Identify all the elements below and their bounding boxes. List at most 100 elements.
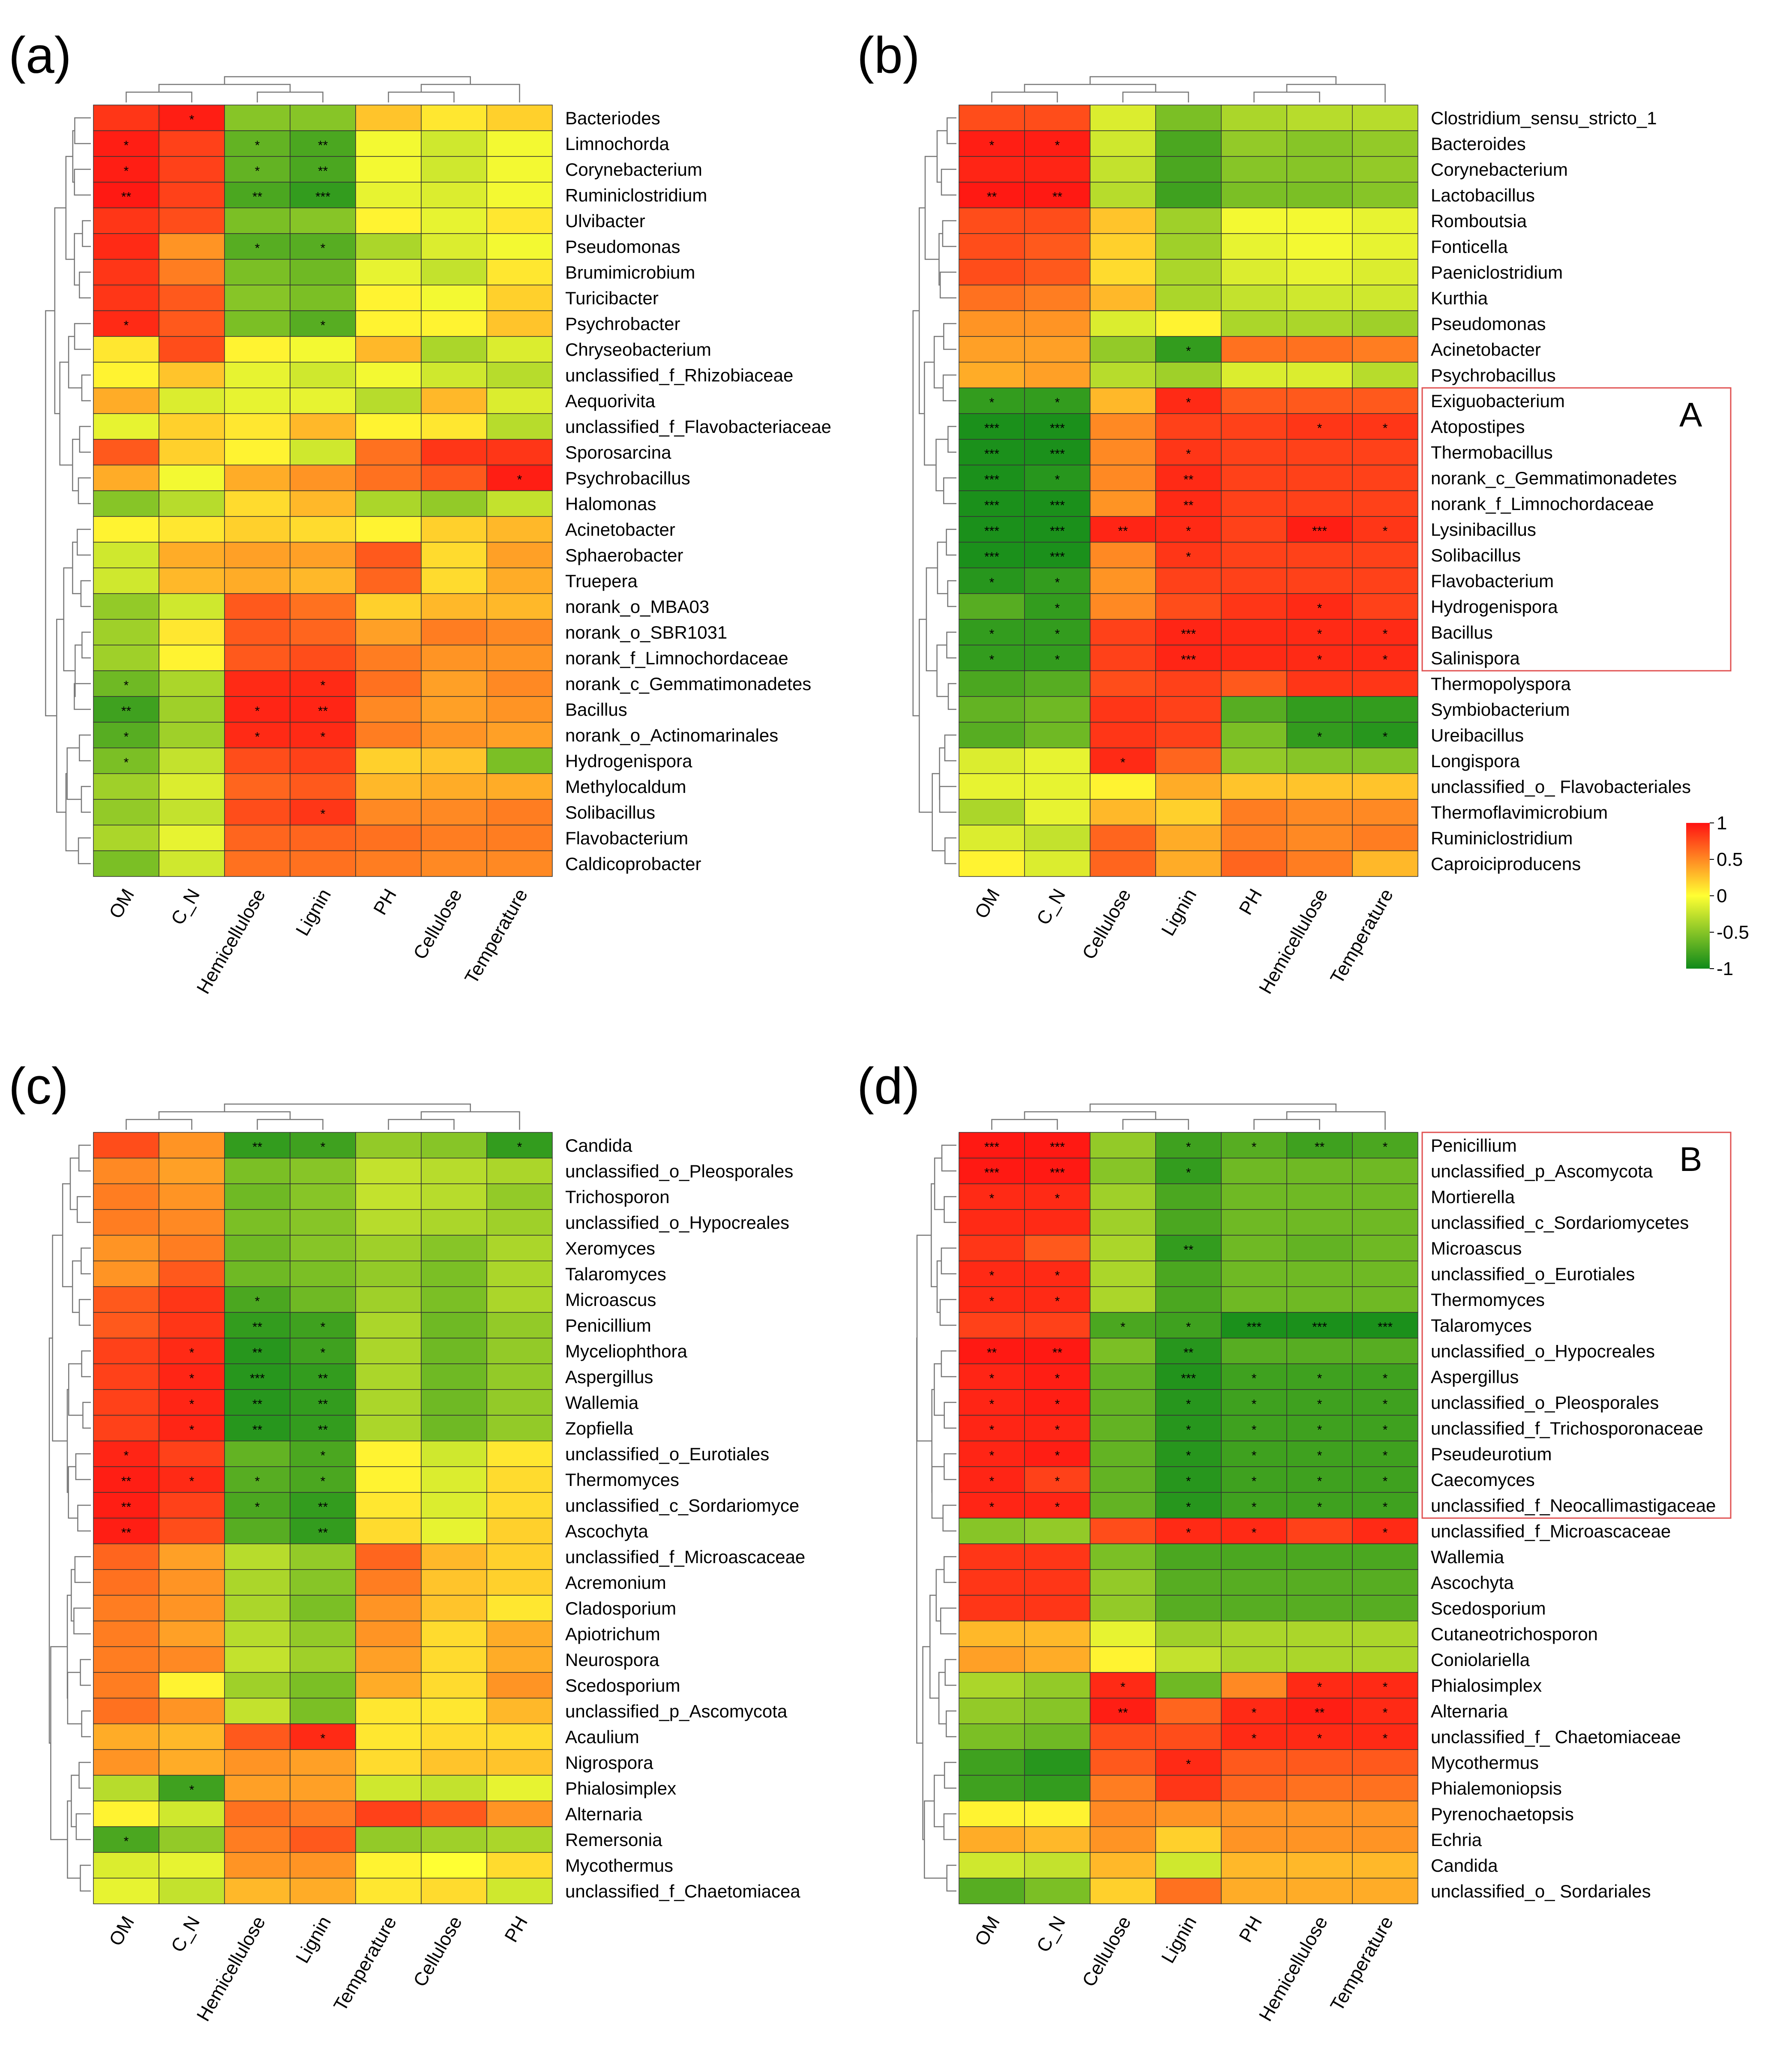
heatmap-cell <box>1221 799 1287 825</box>
heatmap-cell <box>959 130 1025 157</box>
heatmap-cell <box>486 696 553 723</box>
column-label: Temperature <box>461 885 532 987</box>
row-dendrogram-link <box>80 580 91 607</box>
heatmap-cell <box>959 696 1025 723</box>
heatmap-cell <box>1221 1492 1287 1519</box>
row-label: unclassified_o_ Sordariales <box>1431 1881 1651 1901</box>
row-dendrogram-link <box>78 1762 91 1789</box>
heatmap-cell <box>290 567 356 594</box>
heatmap-cell <box>1024 696 1091 723</box>
significance-star: * <box>1186 1526 1191 1540</box>
column-dendrogram-link <box>1089 1103 1337 1112</box>
heatmap-cell <box>159 593 225 620</box>
significance-star: ** <box>1118 1706 1128 1720</box>
row-label: unclassified_o_Eurotiales <box>1431 1264 1635 1284</box>
row-label: Hydrogenispora <box>1431 597 1558 617</box>
heatmap-cell <box>486 439 553 465</box>
heatmap-cell <box>93 825 159 851</box>
significance-star: * <box>1252 1423 1257 1437</box>
significance-star: * <box>1317 653 1322 667</box>
heatmap-cell <box>1286 336 1353 363</box>
heatmap-cell <box>224 850 291 877</box>
heatmap-cell <box>1155 259 1222 285</box>
heatmap-cell <box>486 1389 553 1416</box>
heatmap-cell <box>159 1723 225 1750</box>
heatmap-cell <box>355 130 422 157</box>
heatmap-cell <box>1352 1801 1418 1827</box>
significance-star: * <box>321 1474 326 1489</box>
heatmap-cell <box>1352 1569 1418 1596</box>
column-label: PH <box>500 1913 532 1946</box>
heatmap-cell <box>355 310 422 337</box>
heatmap-cell <box>224 413 291 440</box>
row-dendrogram-link <box>68 1466 78 1519</box>
significance-star: *** <box>1050 550 1065 564</box>
heatmap-cell <box>290 1646 356 1673</box>
heatmap-cell <box>1352 1646 1418 1673</box>
heatmap-cell <box>93 1621 159 1647</box>
column-dendrogram-link <box>257 91 324 102</box>
row-label: unclassified_f_Neocallimastigaceae <box>1431 1495 1716 1516</box>
heatmap-cell <box>486 1698 553 1724</box>
heatmap-cell <box>290 1723 356 1750</box>
column-dendrogram-link <box>1024 84 1157 92</box>
heatmap-cell <box>1090 362 1156 388</box>
significance-star: ** <box>987 190 997 204</box>
heatmap-cell <box>1024 1158 1091 1184</box>
row-dendrogram-link <box>59 361 73 466</box>
row-dendrogram-link <box>66 747 81 800</box>
heatmap-cell <box>355 207 422 234</box>
heatmap-cell <box>159 1209 225 1236</box>
heatmap-cell <box>159 1158 225 1184</box>
significance-star: * <box>124 164 129 178</box>
row-label: Coniolariella <box>1431 1650 1530 1670</box>
heatmap-cell <box>486 182 553 208</box>
heatmap-cell <box>486 850 553 877</box>
column-label: C_N <box>1033 885 1070 929</box>
row-label: Fonticella <box>1431 237 1508 257</box>
heatmap-cell <box>1286 1209 1353 1236</box>
row-label: Microascus <box>1431 1238 1522 1258</box>
row-label: Sporosarcina <box>565 442 671 462</box>
row-dendrogram-link <box>71 1569 75 1622</box>
heatmap-cell <box>290 1775 356 1801</box>
heatmap-cell <box>1090 182 1156 208</box>
heatmap-cell <box>421 1261 487 1287</box>
heatmap-cell <box>486 1183 553 1210</box>
heatmap-cell <box>959 1672 1025 1699</box>
heatmap-cell <box>290 439 356 465</box>
heatmap-cell <box>486 1878 553 1904</box>
significance-star: *** <box>250 1372 265 1386</box>
heatmap-cell <box>224 1801 291 1827</box>
row-label: Xeromyces <box>565 1238 655 1258</box>
significance-star: * <box>321 1732 326 1746</box>
heatmap-cell <box>959 285 1025 311</box>
heatmap-cell <box>1155 1775 1222 1801</box>
heatmap-cell <box>93 1723 159 1750</box>
heatmap-cell <box>224 439 291 465</box>
heatmap-cell <box>1352 465 1418 491</box>
heatmap-cell <box>93 542 159 568</box>
row-dendrogram-link <box>77 1504 91 1532</box>
significance-star: * <box>124 1834 129 1849</box>
heatmap-cell <box>1221 233 1287 260</box>
heatmap-cell <box>355 1878 422 1904</box>
heatmap-cell <box>486 593 553 620</box>
heatmap-cell <box>421 1363 487 1390</box>
row-dendrogram-link <box>939 271 956 299</box>
column-dendrogram-link <box>1024 1111 1157 1120</box>
heatmap-cell <box>959 1158 1025 1184</box>
heatmap-cell <box>290 516 356 543</box>
row-dendrogram-link <box>947 426 956 453</box>
heatmap-cell <box>159 1543 225 1570</box>
heatmap-cell <box>224 722 291 748</box>
heatmap-cell <box>1286 696 1353 723</box>
heatmap-cell <box>355 1595 422 1621</box>
heatmap-cell <box>224 593 291 620</box>
row-label: Mortierella <box>1431 1187 1515 1207</box>
heatmap-cell <box>959 619 1025 645</box>
significance-star: * <box>1317 1372 1322 1386</box>
significance-star: ** <box>1052 190 1063 204</box>
significance-star: ** <box>1315 1706 1325 1720</box>
column-dendrogram-link <box>420 1111 520 1130</box>
